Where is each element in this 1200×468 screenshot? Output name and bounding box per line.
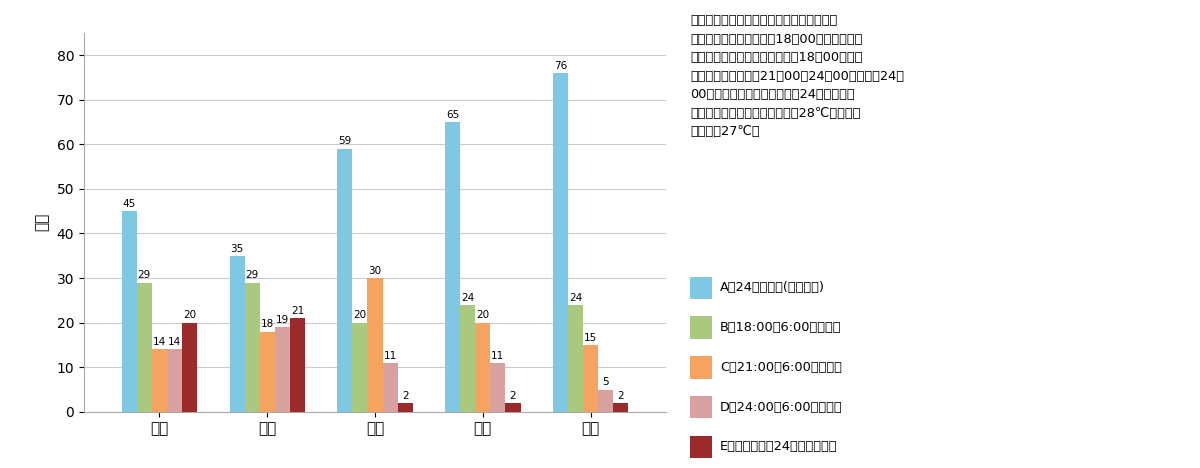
Bar bbox=[460, 305, 475, 412]
Text: B：18:00～6:00通風日数: B：18:00～6:00通風日数 bbox=[720, 321, 841, 334]
Text: E：通風なし、24時間冷房日数: E：通風なし、24時間冷房日数 bbox=[720, 440, 838, 453]
Text: 20: 20 bbox=[476, 310, 490, 321]
Text: 35: 35 bbox=[230, 243, 244, 254]
Text: 15: 15 bbox=[584, 333, 598, 343]
Bar bbox=[598, 389, 613, 412]
Text: 24: 24 bbox=[569, 292, 582, 303]
Bar bbox=[475, 322, 491, 412]
Text: 2: 2 bbox=[510, 391, 516, 401]
Text: 24: 24 bbox=[461, 292, 474, 303]
Bar bbox=[553, 73, 568, 412]
Bar bbox=[583, 345, 598, 412]
Bar bbox=[137, 283, 152, 412]
Text: C：21:00～6:00通風日数: C：21:00～6:00通風日数 bbox=[720, 361, 842, 374]
Bar bbox=[167, 350, 182, 412]
Bar bbox=[152, 350, 167, 412]
Text: 20: 20 bbox=[184, 310, 196, 321]
Bar bbox=[229, 256, 245, 412]
Bar bbox=[337, 149, 353, 412]
Text: 2: 2 bbox=[618, 391, 624, 401]
Bar bbox=[275, 327, 290, 412]
Text: 29: 29 bbox=[138, 271, 151, 280]
Text: D：24:00～6:00通風日数: D：24:00～6:00通風日数 bbox=[720, 401, 842, 414]
Text: 30: 30 bbox=[368, 266, 382, 276]
Text: 65: 65 bbox=[446, 110, 460, 120]
Text: 14: 14 bbox=[168, 337, 181, 347]
Bar bbox=[367, 278, 383, 412]
Y-axis label: 日数: 日数 bbox=[35, 213, 49, 231]
Text: 外気温が一日中設定温度より低い日を冷房
不要日、日中冷房して、18：00までに外気温
が設定温度より低くなった日は18：00から通
風をする日とする。21：00: 外気温が一日中設定温度より低い日を冷房 不要日、日中冷房して、18：00までに外… bbox=[690, 14, 904, 138]
Text: 20: 20 bbox=[353, 310, 366, 321]
Bar bbox=[353, 322, 367, 412]
Bar bbox=[568, 305, 583, 412]
Bar bbox=[397, 403, 413, 412]
Bar bbox=[383, 363, 397, 412]
Text: 14: 14 bbox=[152, 337, 166, 347]
Bar bbox=[613, 403, 629, 412]
Text: 19: 19 bbox=[276, 315, 289, 325]
Bar bbox=[491, 363, 505, 412]
Text: 76: 76 bbox=[553, 61, 568, 71]
Text: 11: 11 bbox=[491, 351, 504, 360]
Text: 2: 2 bbox=[402, 391, 408, 401]
Text: 45: 45 bbox=[122, 199, 136, 209]
Bar bbox=[505, 403, 521, 412]
Text: 11: 11 bbox=[384, 351, 397, 360]
Text: 21: 21 bbox=[290, 306, 304, 316]
Bar bbox=[259, 331, 275, 412]
Bar bbox=[290, 318, 305, 412]
Bar bbox=[121, 211, 137, 412]
Bar bbox=[182, 322, 197, 412]
Text: 5: 5 bbox=[602, 377, 608, 388]
Bar bbox=[245, 283, 259, 412]
Text: 18: 18 bbox=[260, 319, 274, 329]
Text: A：24時間通風(冷房不要): A：24時間通風(冷房不要) bbox=[720, 281, 826, 294]
Text: 29: 29 bbox=[246, 271, 259, 280]
Bar bbox=[445, 122, 460, 412]
Text: 59: 59 bbox=[338, 137, 352, 146]
